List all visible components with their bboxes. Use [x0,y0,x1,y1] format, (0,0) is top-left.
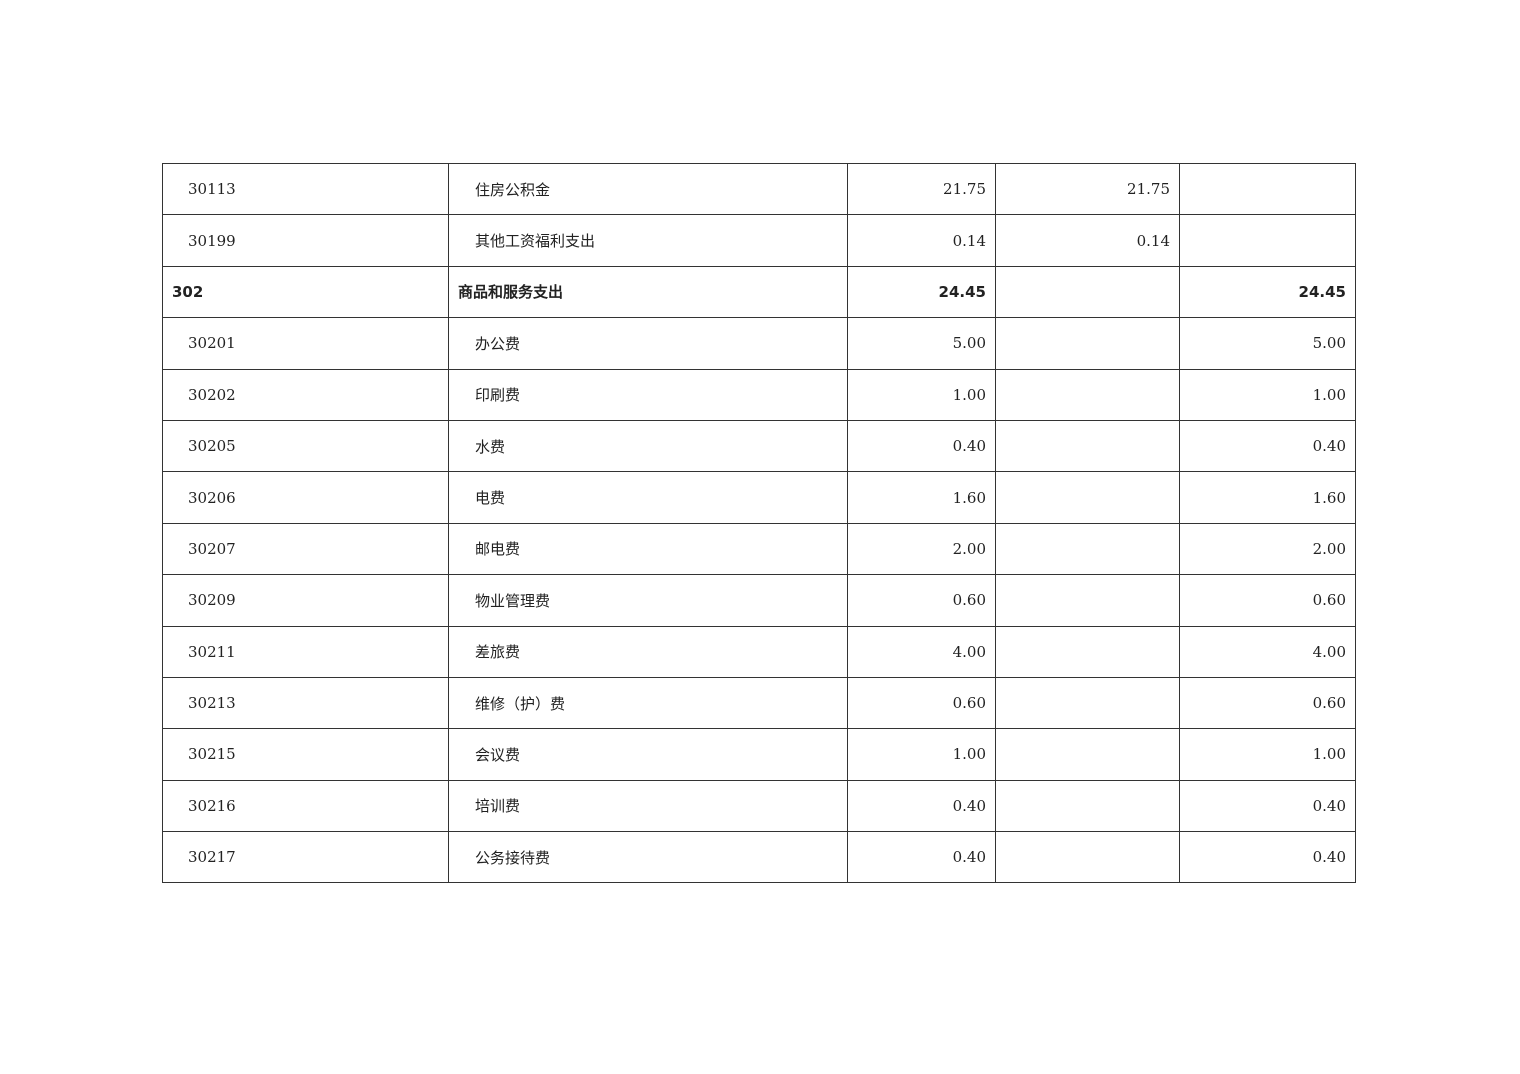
cell-project [1179,214,1356,267]
cell-basic [995,522,1180,576]
cell-basic [995,471,1180,524]
cell-project: 1.00 [1179,728,1356,781]
cell-total: 4.00 [847,625,996,678]
table-row: 30217 公务接待费 0.40 0.40 [162,831,1356,884]
cell-code: 30206 [162,471,449,524]
cell-total: 0.40 [847,831,996,884]
cell-code: 30199 [162,214,449,267]
cell-project [1179,162,1356,216]
cell-name: 会议费 [448,728,848,781]
cell-project: 2.00 [1179,522,1356,576]
cell-basic [995,574,1180,627]
table-row: 30207 邮电费 2.00 2.00 [162,522,1356,576]
table-row: 30205 水费 0.40 0.40 [162,419,1356,473]
cell-code: 30207 [162,522,449,576]
cell-name: 维修（护）费 [448,676,848,730]
cell-name: 公务接待费 [448,831,848,884]
cell-name: 差旅费 [448,625,848,678]
cell-total: 1.00 [847,368,996,421]
table-row: 30206 电费 1.60 1.60 [162,471,1356,524]
cell-basic [995,831,1180,884]
cell-project: 0.40 [1179,779,1356,833]
cell-project: 1.00 [1179,368,1356,421]
cell-project: 0.60 [1179,676,1356,730]
cell-basic [995,265,1180,319]
cell-total: 5.00 [847,317,996,370]
cell-project: 5.00 [1179,317,1356,370]
cell-total: 0.60 [847,676,996,730]
table-row: 30213 维修（护）费 0.60 0.60 [162,676,1356,730]
cell-code: 30202 [162,368,449,421]
cell-name: 培训费 [448,779,848,833]
cell-name: 印刷费 [448,368,848,421]
cell-name: 住房公积金 [448,162,848,216]
cell-basic [995,419,1180,473]
cell-name: 商品和服务支出 [448,265,848,319]
cell-code: 30205 [162,419,449,473]
table-row: 30199 其他工资福利支出 0.14 0.14 [162,214,1356,267]
cell-project: 24.45 [1179,265,1356,319]
cell-total: 21.75 [847,162,996,216]
cell-project: 1.60 [1179,471,1356,524]
cell-project: 0.60 [1179,574,1356,627]
cell-basic [995,625,1180,678]
cell-code: 30217 [162,831,449,884]
cell-code: 30216 [162,779,449,833]
cell-name: 水费 [448,419,848,473]
cell-code: 30201 [162,317,449,370]
cell-code: 30209 [162,574,449,627]
table-row: 30209 物业管理费 0.60 0.60 [162,574,1356,627]
cell-code: 302 [162,265,449,319]
cell-code: 30213 [162,676,449,730]
table-row: 30216 培训费 0.40 0.40 [162,779,1356,833]
cell-project: 4.00 [1179,625,1356,678]
table-row: 30113 住房公积金 21.75 21.75 [162,162,1356,216]
cell-name: 其他工资福利支出 [448,214,848,267]
cell-total: 2.00 [847,522,996,576]
table-row: 30202 印刷费 1.00 1.00 [162,368,1356,421]
cell-code: 30211 [162,625,449,678]
table-row: 302 商品和服务支出 24.45 24.45 [162,265,1356,319]
cell-total: 0.14 [847,214,996,267]
table-row: 30211 差旅费 4.00 4.00 [162,625,1356,678]
cell-name: 办公费 [448,317,848,370]
table-row: 30215 会议费 1.00 1.00 [162,728,1356,781]
cell-basic [995,779,1180,833]
cell-basic [995,728,1180,781]
cell-total: 0.40 [847,419,996,473]
expenditure-table: 30113 住房公积金 21.75 21.75 30199 其他工资福利支出 0.14 0.1… [162,162,1356,884]
cell-total: 0.40 [847,779,996,833]
cell-project: 0.40 [1179,831,1356,884]
cell-name: 物业管理费 [448,574,848,627]
cell-project: 0.40 [1179,419,1356,473]
cell-total: 1.60 [847,471,996,524]
table-row: 30201 办公费 5.00 5.00 [162,317,1356,370]
cell-basic [995,676,1180,730]
cell-total: 24.45 [847,265,996,319]
cell-name: 邮电费 [448,522,848,576]
cell-name: 电费 [448,471,848,524]
cell-code: 30215 [162,728,449,781]
cell-basic: 0.14 [995,214,1180,267]
cell-basic [995,317,1180,370]
cell-total: 0.60 [847,574,996,627]
cell-basic: 21.75 [995,162,1180,216]
cell-basic [995,368,1180,421]
cell-total: 1.00 [847,728,996,781]
cell-code: 30113 [162,162,449,216]
